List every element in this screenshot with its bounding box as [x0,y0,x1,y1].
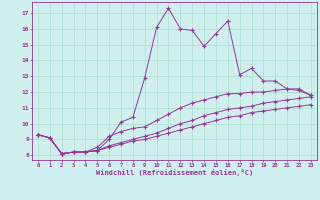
X-axis label: Windchill (Refroidissement éolien,°C): Windchill (Refroidissement éolien,°C) [96,169,253,176]
